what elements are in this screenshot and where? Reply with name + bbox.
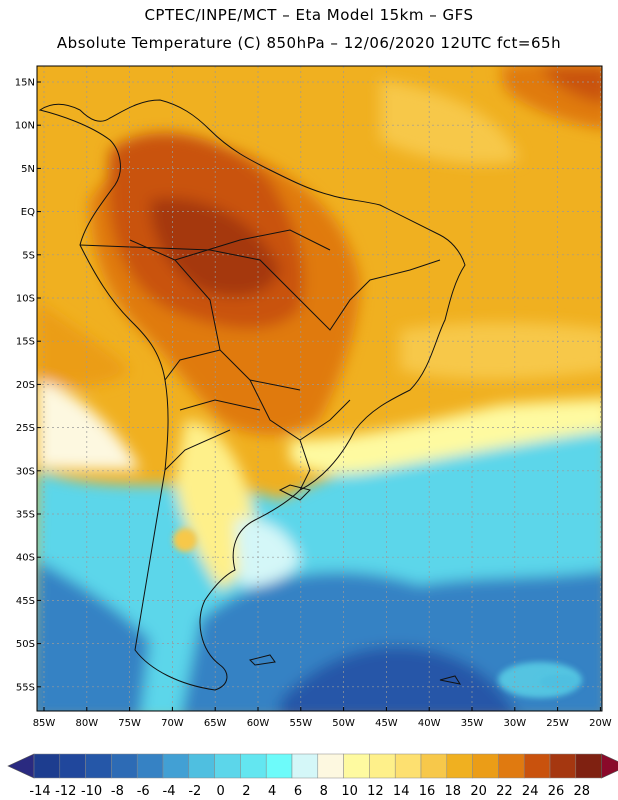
colorbar-segment <box>420 753 448 779</box>
lat-label: 10S <box>16 294 35 305</box>
colorbar-label: 8 <box>320 784 328 799</box>
latitude-axis: 15N 10N 5N EQ 5S 10S 15S 20S 25S 30S 35S 40S 45S 50S 5… <box>15 78 41 693</box>
colorbar-segment <box>136 753 164 779</box>
colorbar-label: -14 <box>29 784 50 799</box>
lon-label: 75W <box>118 718 141 729</box>
lat-label: 15S <box>16 337 35 348</box>
colorbar-label: -10 <box>81 784 102 799</box>
colorbar-segment <box>498 753 525 779</box>
graticule <box>37 66 602 711</box>
lon-label: 85W <box>33 718 56 729</box>
lon-label: 80W <box>75 718 98 729</box>
colorbar-segment <box>575 753 602 779</box>
map-frame <box>36 65 603 712</box>
colorbar-segment <box>265 753 293 779</box>
lat-label: 20S <box>16 380 35 391</box>
colorbar-segment <box>188 753 215 779</box>
colorbar-label: 16 <box>419 784 436 799</box>
lon-label: 50W <box>332 718 355 729</box>
colorbar-segment <box>317 753 344 779</box>
lat-label: 15N <box>15 78 35 89</box>
lat-label: 45S <box>16 596 35 607</box>
colorbar-segment <box>240 753 267 779</box>
lon-label: 65W <box>204 718 227 729</box>
colorbar-segment <box>549 753 577 779</box>
colorbar-label: 14 <box>393 784 410 799</box>
lon-label: 20W <box>589 718 612 729</box>
lon-label: 25W <box>546 718 569 729</box>
lat-label: EQ <box>21 207 35 218</box>
colorbar-arrow-right <box>601 753 618 779</box>
colorbar-segment <box>523 753 551 779</box>
colorbar-label: -8 <box>111 784 124 799</box>
colorbar-segment <box>59 753 86 779</box>
lat-label: 5S <box>22 250 35 261</box>
colorbar-segment <box>369 753 396 779</box>
lon-label: 70W <box>161 718 184 729</box>
colorbar-arrow-left <box>7 753 35 779</box>
lon-label: 45W <box>375 718 398 729</box>
longitude-axis: 85W 80W 75W 70W 65W 60W 55W 50W 45W 40W 35W 30W 25W 2… <box>33 707 612 729</box>
map-title: CPTEC/INPE/MCT – Eta Model 15km – GFS <box>144 6 474 24</box>
colorbar-segment <box>291 753 319 779</box>
lon-label: 55W <box>289 718 312 729</box>
colorbar-segment <box>472 753 499 779</box>
lon-label: 40W <box>418 718 441 729</box>
map-subtitle: Absolute Temperature (C) 850hPa – 12/06/… <box>56 34 562 52</box>
colorbar-label: 12 <box>367 784 384 799</box>
lat-label: 50S <box>16 639 35 650</box>
temperature-field <box>37 66 602 711</box>
lon-label: 35W <box>461 718 484 729</box>
colorbar-segment <box>343 753 370 779</box>
colorbar-segment <box>446 753 473 779</box>
colorbar-label: 6 <box>294 784 302 799</box>
colorbar-labels: -14 -12 -10 -8 -6 -4 -2 0 2 4 6 8 10 12 14 16 18 20 22 24 26… <box>29 784 590 799</box>
lat-label: 5N <box>21 164 35 175</box>
colorbar-segment <box>85 753 112 779</box>
lon-label: 60W <box>247 718 270 729</box>
colorbar-label: -6 <box>137 784 150 799</box>
colorbar-label: 10 <box>341 784 358 799</box>
colorbar-label: -12 <box>55 784 76 799</box>
colorbar-label: -4 <box>163 784 176 799</box>
colorbar-segment <box>111 753 138 779</box>
coastline <box>38 99 466 691</box>
lat-label: 25S <box>16 423 35 434</box>
lat-label: 40S <box>16 553 35 564</box>
colorbar-segment <box>214 753 241 779</box>
lon-label: 30W <box>503 718 526 729</box>
lat-label: 30S <box>16 466 35 477</box>
lat-label: 35S <box>16 510 35 521</box>
colorbar-label: -2 <box>188 784 201 799</box>
colorbar-segment <box>162 753 190 779</box>
colorbar-label: 20 <box>470 784 487 799</box>
colorbar-segment <box>394 753 422 779</box>
colorbar <box>7 753 618 779</box>
colorbar-segment <box>33 753 61 779</box>
colorbar-label: 4 <box>268 784 276 799</box>
colorbar-label: 2 <box>242 784 250 799</box>
colorbar-label: 0 <box>216 784 224 799</box>
colorbar-label: 18 <box>445 784 462 799</box>
colorbar-label: 22 <box>496 784 513 799</box>
lat-label: 10N <box>15 121 35 132</box>
colorbar-label: 28 <box>574 784 591 799</box>
colorbar-label: 24 <box>522 784 539 799</box>
colorbar-label: 26 <box>548 784 565 799</box>
lat-label: 55S <box>16 682 35 693</box>
